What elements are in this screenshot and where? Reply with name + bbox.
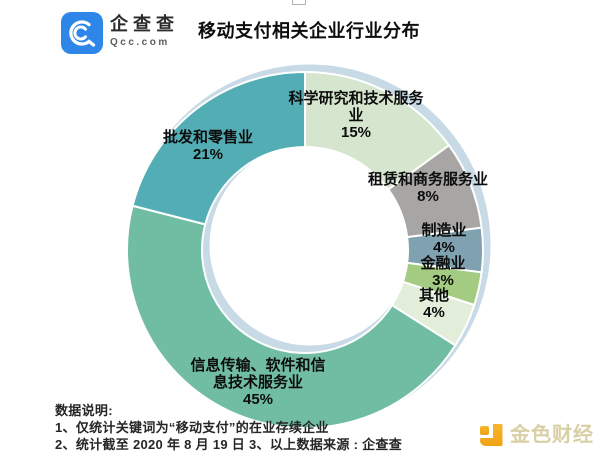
qcc-logo: 企查查 Qcc.com xyxy=(61,12,179,54)
qcc-logo-name: 企查查 xyxy=(110,14,179,34)
slice-label-4: 其他 4% xyxy=(418,287,450,321)
slice-label-2: 制造业 4% xyxy=(421,222,467,256)
slice-label-5: 信息传输、软件和信 息技术服务业 45% xyxy=(190,357,326,408)
slice-label-6: 批发和零售业 21% xyxy=(162,129,254,163)
jinse-watermark: 金色财经 xyxy=(479,422,594,448)
pie-slice-5 xyxy=(125,204,457,429)
crop-artifact xyxy=(292,0,306,5)
page-title: 移动支付相关企业行业分布 xyxy=(198,21,420,41)
qcc-logo-domain: Qcc.com xyxy=(110,37,170,48)
notes-block: 数据说明: 1、仅统计关键词为“移动支付”的在业存续企业 2、统计截至 2020… xyxy=(55,402,402,453)
slice-label-3: 金融业 3% xyxy=(420,255,466,289)
pie-slice-6 xyxy=(131,70,306,226)
slice-label-1: 租赁和商务服务业 8% xyxy=(367,171,489,205)
qcc-logo-icon xyxy=(61,12,103,54)
note-line: 2、统计截至 2020 年 8 月 19 日 3、以上数据来源 : 企查查 xyxy=(55,437,403,452)
jinse-logo-text: 金色财经 xyxy=(510,424,594,446)
note-line: 1、仅统计关键词为“移动支付”的在业存续企业 xyxy=(55,420,329,435)
notes-heading: 数据说明: xyxy=(55,403,113,418)
jinse-logo-icon xyxy=(480,424,503,446)
slice-label-0: 科学研究和技术服务业 15% xyxy=(288,90,424,141)
